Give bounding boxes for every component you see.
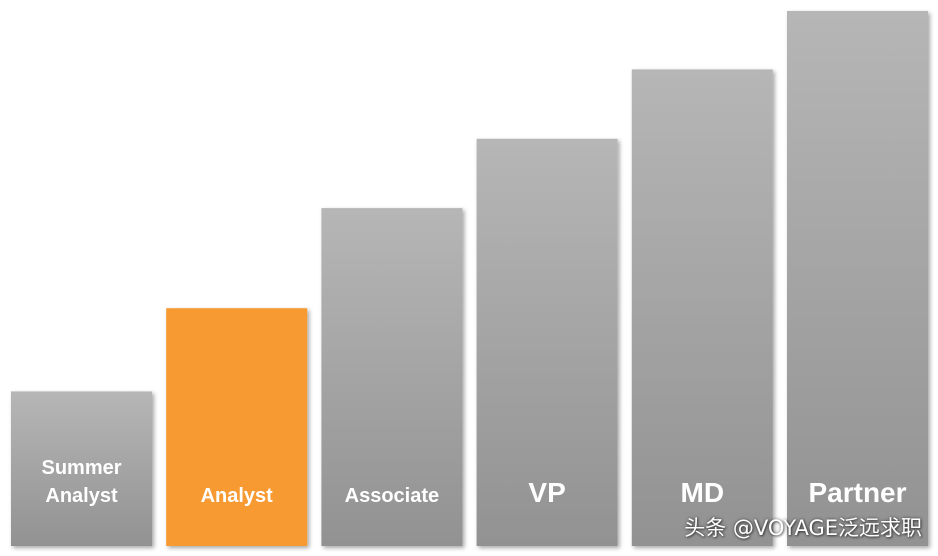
bar-label-md: MD [681,477,725,508]
bar-label-line: VP [528,477,565,508]
bar-label-vp: VP [528,477,565,508]
bar-label-summer-analyst: Summer Analyst [41,457,121,507]
bar-analyst [166,308,308,546]
bar-labels-group: Summer Analyst Analyst Associate VP MD Partner [41,457,906,508]
bar-label-line: Summer [41,457,121,479]
bar-label-partner: Partner [808,477,906,508]
bar-vp [476,138,618,547]
bar-label-line: Analyst [201,485,274,507]
bars-group [11,11,928,547]
bar-label-line: MD [681,477,725,508]
bar-label-associate: Associate [345,485,440,507]
bar-summer-analyst [11,391,152,546]
bar-label-analyst: Analyst [201,485,274,507]
bar-md [631,69,773,547]
bar-label-line: Associate [345,485,440,507]
watermark-text: 头条 @VOYAGE泛远求职 [684,516,922,540]
bar-associate [321,208,463,546]
bar-label-line: Analyst [45,485,118,507]
bar-partner [787,11,928,546]
bar-label-line: Partner [808,477,906,508]
